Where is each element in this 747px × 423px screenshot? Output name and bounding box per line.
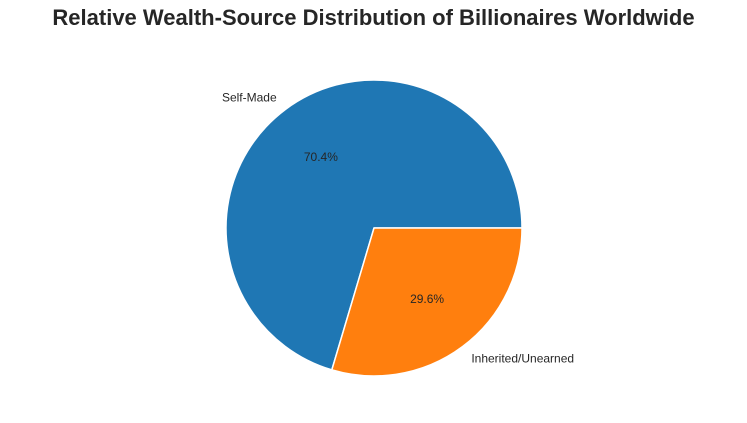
category-label-1: Self-Made xyxy=(222,91,277,105)
category-label-2: Inherited/Unearned xyxy=(471,351,574,365)
pie-slice-1 xyxy=(225,79,523,371)
pie-labels: Self-Made 70.4% Inherited/Unearned 29.6% xyxy=(222,91,574,366)
percent-label-2: 29.6% xyxy=(410,292,444,306)
pie-slice-2 xyxy=(331,227,523,377)
pie-slices xyxy=(225,79,523,377)
chart-title: Relative Wealth-Source Distribution of B… xyxy=(52,5,695,30)
percent-label-1: 70.4% xyxy=(304,150,338,164)
